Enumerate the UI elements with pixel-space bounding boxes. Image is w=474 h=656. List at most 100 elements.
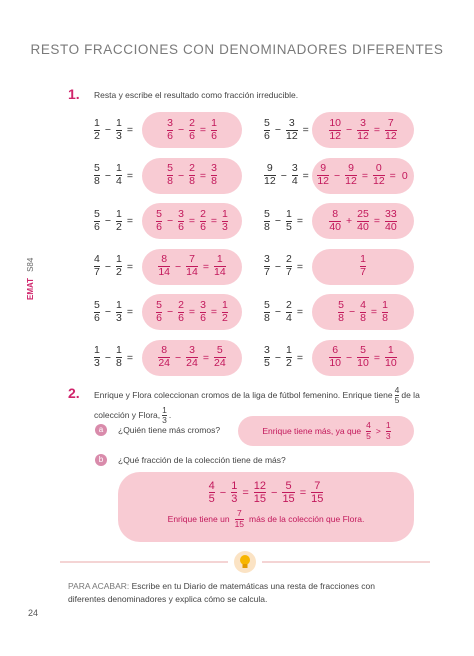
text: − [280,169,287,182]
numerator: 4 [366,420,371,431]
fraction-bar [264,266,270,267]
denominator: 3 [115,129,122,142]
text: − [104,169,111,182]
numerator: 8 [161,344,168,357]
numerator: 7 [387,116,394,129]
text: = [126,169,133,182]
denominator: 2 [285,357,292,369]
denominator: 15 [234,518,245,529]
problem: 1 3−1 8 = [92,340,136,376]
numerator: 2 [189,162,195,175]
denominator: 12 [372,175,385,187]
numerator: 2 [189,116,195,129]
text: = [296,215,303,227]
denominator: 6 [94,311,100,324]
numerator: 1 [285,344,292,357]
denominator: 2 [115,266,122,278]
fraction-bar [366,430,371,432]
problem: 5 8−1 5 = [262,203,306,239]
text: = [242,486,249,499]
denominator: 3 [162,415,167,426]
fraction-bar [115,175,122,176]
text: − [104,124,111,136]
fraction-bar [285,220,292,222]
fraction-bar [115,220,122,222]
fraction-bar [385,430,391,432]
fraction-bar [384,129,397,131]
numerator: 2 [200,207,206,220]
answer-pill: Enrique tiene más, ya que 4 5 >1 3 [238,416,414,446]
fraction-bar [357,129,369,131]
answer-pill: 5 6−2 6 = 3 6 = 1 2 [142,294,242,330]
denominator: 8 [94,175,100,187]
fraction: 1 10 [384,345,397,369]
text: más de la colección que Flora. [249,514,365,525]
text: + [346,215,353,227]
numerator: 8 [161,253,168,266]
numerator: 3 [360,116,366,129]
denominator: 3 [94,357,100,369]
fraction-bar [338,311,344,313]
numerator: 7 [314,480,321,492]
numerator: 5 [216,344,223,357]
fraction: 8 14 [158,253,171,278]
text: − [346,124,353,136]
numerator: 1 [285,207,292,220]
denominator: 8 [264,220,270,233]
text: Enrique y Flora coleccionan cromos de la… [94,390,393,401]
side-label: EMAT S84 [26,258,35,300]
fraction: 9 12 [317,163,330,187]
text: = [126,124,133,136]
text: Escribe en tu Diario de matemáticas una … [68,581,375,604]
numerator: 7 [189,253,195,266]
fraction-bar [360,266,366,267]
answer-pill: 5 8−2 8 = 3 8 [142,157,242,194]
answer-pill: 8 24−3 24 = 5 24 [142,339,242,376]
fraction: 8 24 [158,344,171,369]
numerator: 3 [167,116,173,129]
text: = [199,169,207,182]
denominator: 6 [264,129,270,142]
numerator: 4 [360,298,366,311]
answer-pill: 10 12−3 12 = 7 12 [312,112,414,148]
numerator: 9 [348,162,354,175]
problem: 5 8−1 4 = [92,158,136,194]
fraction: 6 10 [329,345,342,369]
text: = [373,215,380,227]
denominator: 8 [382,311,388,324]
denominator: 8 [360,311,366,324]
numerator: 3 [264,253,270,266]
text: = [299,486,307,499]
fraction: 7 14 [186,254,198,278]
numerator: 1 [94,116,100,129]
text: = [199,124,207,136]
denominator: 8 [211,175,217,187]
denominator: 40 [357,220,369,233]
denominator: 3 [385,430,391,441]
fraction: 5 15 [282,480,295,506]
fraction-bar [285,311,292,313]
denominator: 15 [282,493,295,506]
text: − [274,351,281,364]
question-letter: a [95,424,107,436]
fraction-bar [264,311,270,313]
denominator: 6 [178,311,184,324]
numerator: 1 [115,162,122,175]
fraction-bar [264,357,270,358]
numerator: 10 [329,116,342,129]
numerator: 5 [360,344,366,357]
fraction-bar [167,175,173,176]
